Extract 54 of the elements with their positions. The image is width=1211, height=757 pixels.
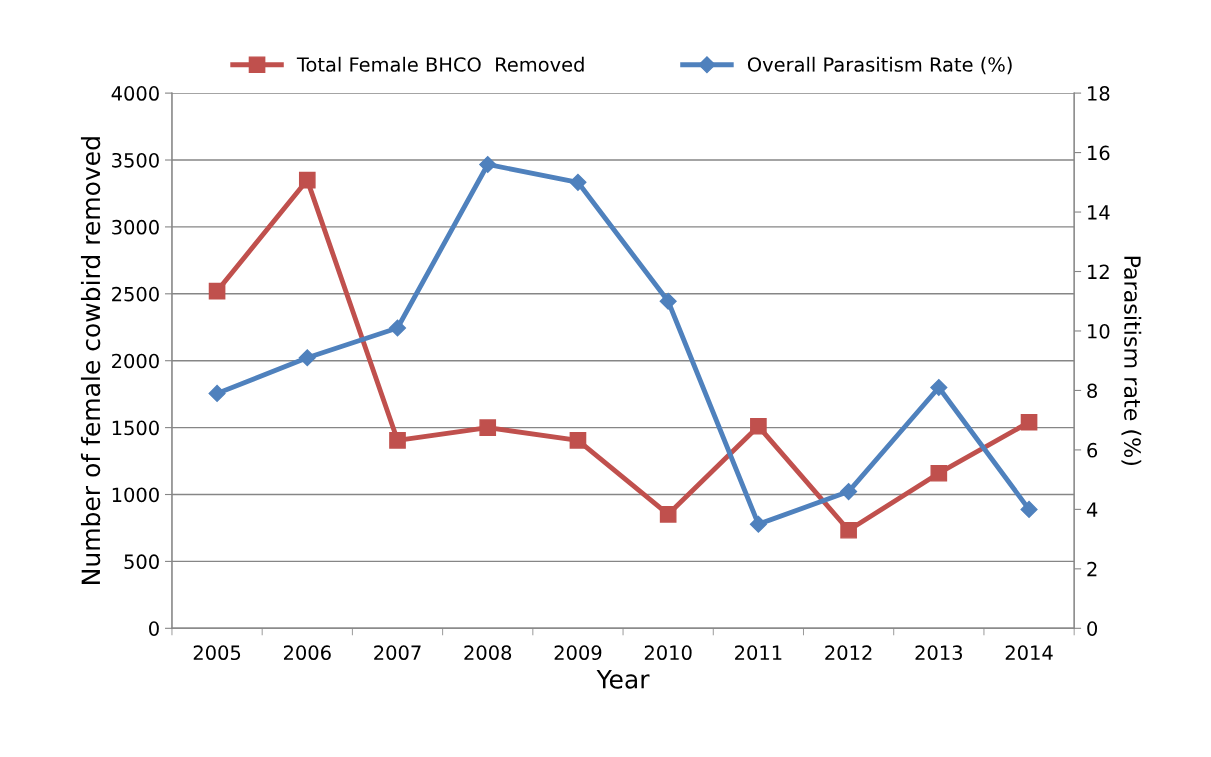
y-tick-label: 1500 — [112, 420, 159, 436]
x-tick-label: 2006 — [283, 645, 331, 661]
point — [208, 282, 226, 300]
y-tick-label: 1000 — [112, 487, 159, 503]
point — [389, 431, 406, 449]
y-tick-label: 2000 — [112, 353, 159, 369]
y2-tick-label: 6 — [1087, 442, 1098, 458]
point — [479, 155, 497, 174]
x-tick-label: 2005 — [193, 645, 241, 661]
y2-axis-title: Parasitism rate (%) — [1121, 256, 1142, 465]
x-tick-label: 2008 — [464, 645, 512, 661]
x-axis-title: Year — [596, 670, 650, 689]
point — [840, 482, 858, 501]
point — [298, 349, 316, 367]
y2-tick-label: 2 — [1087, 561, 1097, 577]
point — [750, 417, 767, 435]
point — [659, 292, 677, 310]
y-tick-label: 0 — [149, 621, 159, 636]
x-tick-label: 2012 — [825, 645, 872, 661]
point — [840, 521, 857, 539]
point — [298, 171, 316, 189]
y2-tick-label: 16 — [1088, 145, 1110, 161]
point — [479, 419, 497, 436]
point — [749, 515, 767, 533]
y2-tick-label: 10 — [1088, 323, 1110, 339]
y-tick-label: 500 — [124, 554, 159, 570]
point — [930, 464, 948, 482]
y2-tick-label: 14 — [1088, 205, 1110, 220]
legend-label: Total Female BHCO Removed — [296, 56, 584, 72]
point — [569, 431, 587, 449]
point — [1020, 413, 1038, 431]
y2-tick-label: 12 — [1088, 264, 1109, 279]
y2-tick-label: 4 — [1086, 502, 1098, 517]
point — [388, 319, 407, 337]
point — [1020, 500, 1038, 518]
x-tick-label: 2011 — [735, 645, 782, 661]
legend-label: Overall Parasitism Rate (%) — [747, 56, 1012, 75]
x-tick-label: 2013 — [915, 645, 963, 661]
point — [569, 173, 587, 191]
point — [208, 384, 226, 402]
x-tick-label: 2014 — [1005, 645, 1053, 661]
point — [930, 378, 948, 397]
y2-tick-label: 8 — [1087, 383, 1097, 399]
y2-tick-label: 0 — [1087, 621, 1098, 636]
y-tick-label: 3500 — [112, 152, 159, 168]
y-tick-label: 4000 — [111, 86, 159, 101]
y-tick-label: 3000 — [112, 219, 159, 235]
x-tick-label: 2007 — [374, 645, 421, 661]
y-tick-label: 2500 — [112, 286, 159, 302]
x-tick-label: 2010 — [644, 645, 692, 661]
point — [659, 505, 677, 523]
y-axis-title: Number of female cowbird removed — [80, 137, 101, 584]
x-tick-label: 2009 — [554, 645, 602, 661]
y2-tick-label: 18 — [1088, 86, 1110, 101]
